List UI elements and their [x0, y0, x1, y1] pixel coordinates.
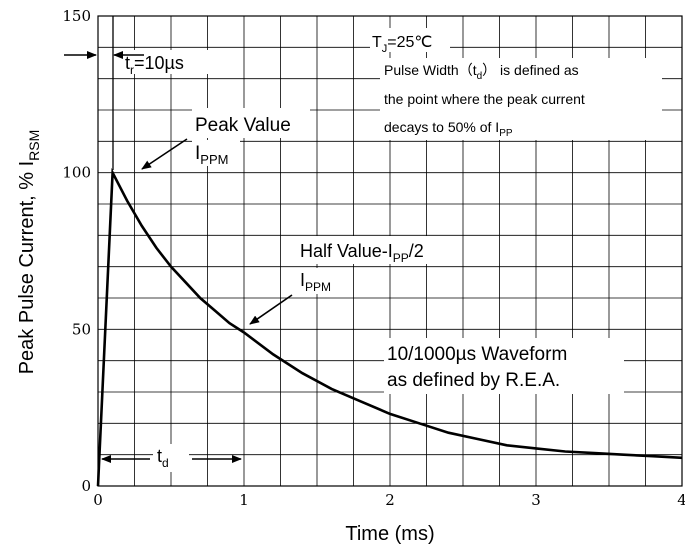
plot-frame [97, 15, 683, 487]
waveform-line2: as defined by R.E.A. [387, 370, 560, 391]
y-axis-label: Peak Pulse Current, % IRSM [16, 130, 42, 375]
waveform-line [96, 167, 683, 487]
rise-time-label: tr=10µs [125, 53, 184, 77]
x-tick-label: 1 [239, 491, 249, 509]
half-ippm-label: IPPM [300, 270, 331, 294]
pulse-width-line2: the point where the peak current [384, 91, 585, 107]
y-tick-label: 50 [72, 320, 91, 338]
half-value-arrow [249, 294, 293, 325]
y-axis-label-sub: RSM [26, 130, 42, 161]
pulse-width-line3: decays to 50% of IPP [384, 119, 513, 139]
pulse-width-annotation: td [101, 446, 242, 470]
peak-value-annotation: Peak Value IPPM [141, 115, 291, 170]
x-tick-label: 4 [677, 491, 685, 509]
peak-value-label: Peak Value [195, 115, 291, 136]
rise-time-annotation: tr=10µs [64, 16, 184, 170]
y-tick-label: 100 [62, 164, 91, 182]
waveform-line1: 10/1000µs Waveform [387, 344, 567, 365]
y-axis-label-main: Peak Pulse Current, % I [16, 161, 38, 374]
peak-value-arrow [141, 138, 188, 170]
annotation-backgrounds [124, 28, 662, 472]
x-tick-label: 2 [385, 491, 395, 509]
half-value-label: Half Value-IPP/2 [300, 241, 424, 265]
junction-temp-label: TJ=25℃ [372, 34, 432, 55]
y-tick-label: 0 [81, 477, 91, 495]
half-value-annotation: Half Value-IPP/2 IPPM [249, 241, 424, 325]
x-tick-label: 0 [93, 491, 103, 509]
tick-labels: 0 1 2 3 4 0 50 100 150 [62, 7, 685, 509]
x-axis-label: Time (ms) [345, 523, 434, 545]
waveform-definition: 10/1000µs Waveform as defined by R.E.A. [387, 344, 567, 391]
td-label: td [157, 446, 169, 470]
pulse-width-line1: Pulse Width（td） is defined as [384, 62, 579, 82]
peak-ippm-label: IPPM [195, 143, 228, 167]
conditions-note: TJ=25℃ Pulse Width（td） is defined as the… [372, 34, 585, 139]
y-tick-label: 150 [62, 7, 91, 25]
x-tick-label: 3 [531, 491, 541, 509]
